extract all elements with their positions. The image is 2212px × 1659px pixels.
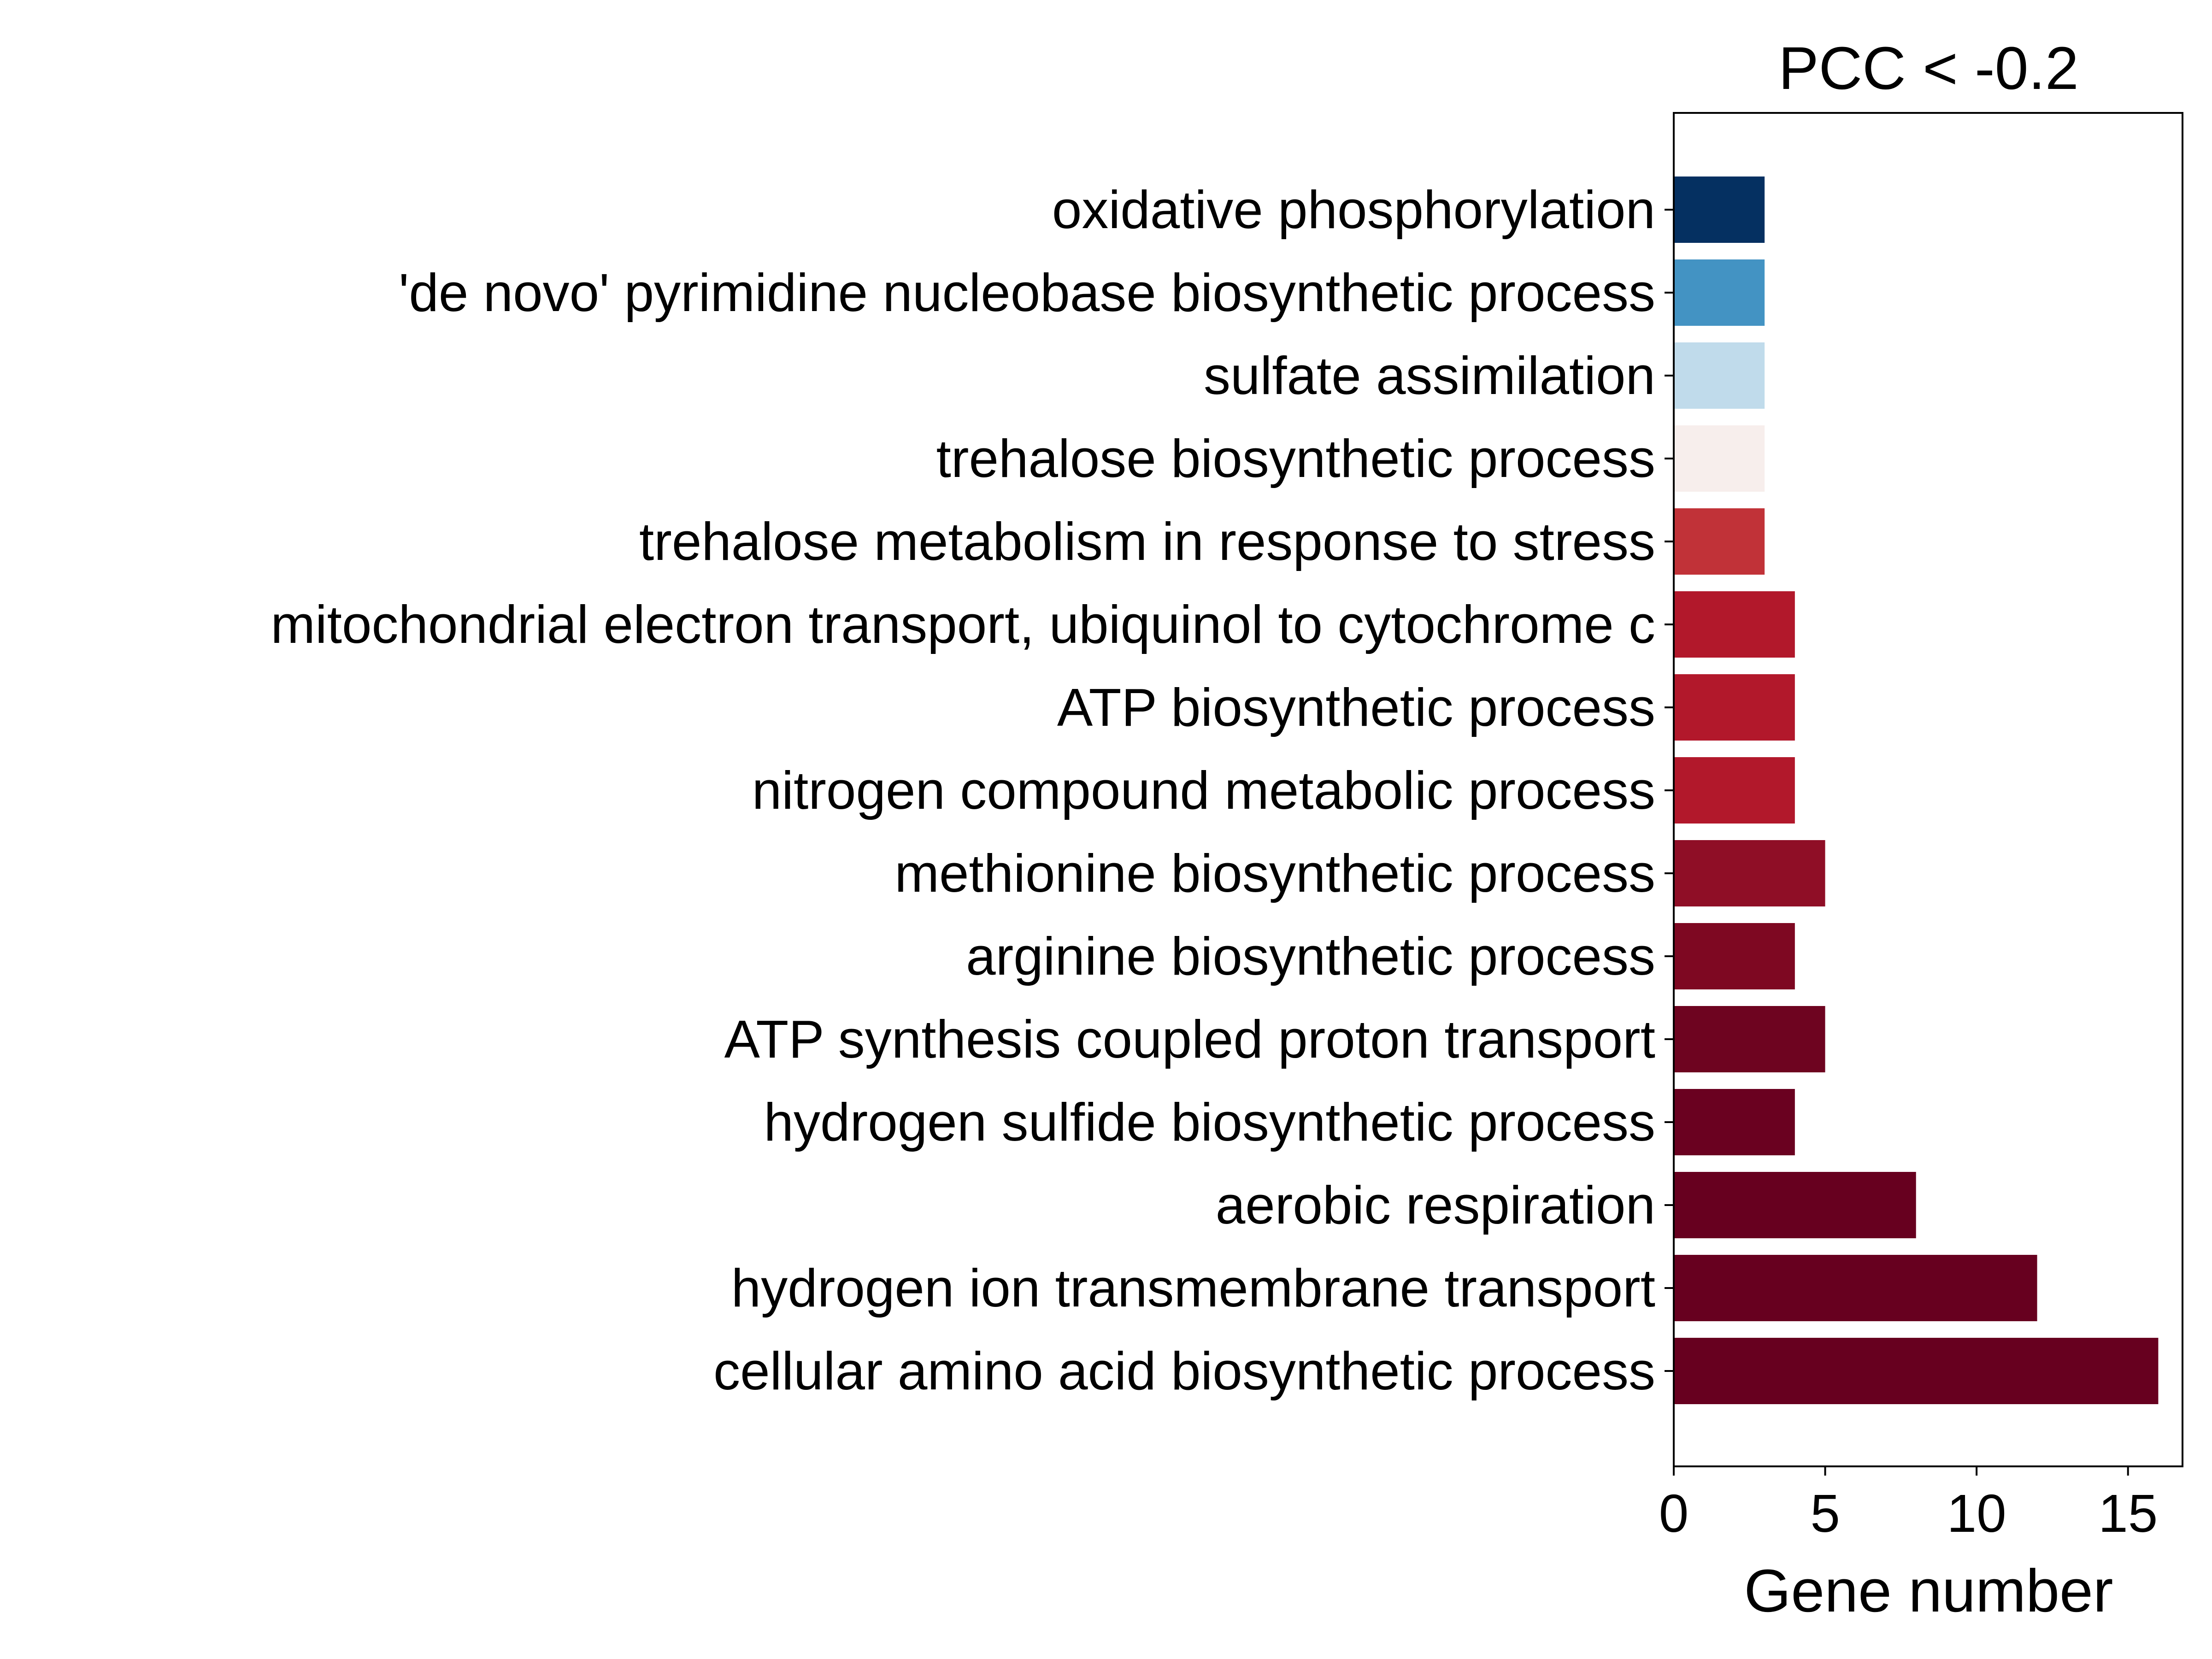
x-tick-label: 0 <box>1659 1483 1689 1543</box>
bars-group <box>1674 176 2159 1404</box>
category-labels-group: oxidative phosphorylation 'de novo' pyrim… <box>271 180 1674 1401</box>
category-label: oxidative phosphorylation <box>1052 180 1655 240</box>
bar <box>1674 176 1765 243</box>
x-tick-label: 10 <box>1947 1483 2006 1543</box>
bar <box>1674 1172 1916 1238</box>
bar <box>1674 840 1825 906</box>
x-tick-label: 5 <box>1810 1483 1840 1543</box>
category-label: aerobic respiration <box>1216 1175 1655 1235</box>
bar <box>1674 923 1795 989</box>
category-label: cellular amino acid biosynthetic process <box>713 1341 1655 1401</box>
category-label: sulfate assimilation <box>1204 346 1655 406</box>
category-label: hydrogen ion transmembrane transport <box>731 1258 1655 1318</box>
category-label: arginine biosynthetic process <box>966 926 1655 986</box>
category-label: 'de novo' pyrimidine nucleobase biosynth… <box>399 263 1655 323</box>
bar <box>1674 1089 1795 1155</box>
bar <box>1674 757 1795 824</box>
category-label: ATP biosynthetic process <box>1057 677 1655 737</box>
bar <box>1674 1255 2037 1321</box>
category-label: trehalose metabolism in response to stre… <box>639 512 1655 571</box>
category-label: ATP synthesis coupled proton transport <box>724 1009 1655 1069</box>
category-label: mitochondrial electron transport, ubiqui… <box>271 594 1655 654</box>
bar <box>1674 259 1765 326</box>
category-label: methionine biosynthetic process <box>894 843 1655 903</box>
bar <box>1674 1338 2159 1404</box>
category-label: nitrogen compound metabolic process <box>752 760 1655 820</box>
x-tick-label: 15 <box>2098 1483 2158 1543</box>
x-ticks-group: 0 5 10 15 <box>1659 1466 2158 1543</box>
category-label: trehalose biosynthetic process <box>936 429 1655 488</box>
bar <box>1674 1006 1825 1072</box>
bar <box>1674 425 1765 492</box>
bar <box>1674 591 1795 658</box>
bar <box>1674 342 1765 409</box>
x-axis-title: Gene number <box>1744 1557 2113 1624</box>
category-label: hydrogen sulfide biosynthetic process <box>764 1092 1655 1152</box>
chart-title: PCC < -0.2 <box>1778 34 2079 102</box>
bar <box>1674 674 1795 741</box>
plot-frame <box>1673 112 2183 1467</box>
bar <box>1674 508 1765 575</box>
